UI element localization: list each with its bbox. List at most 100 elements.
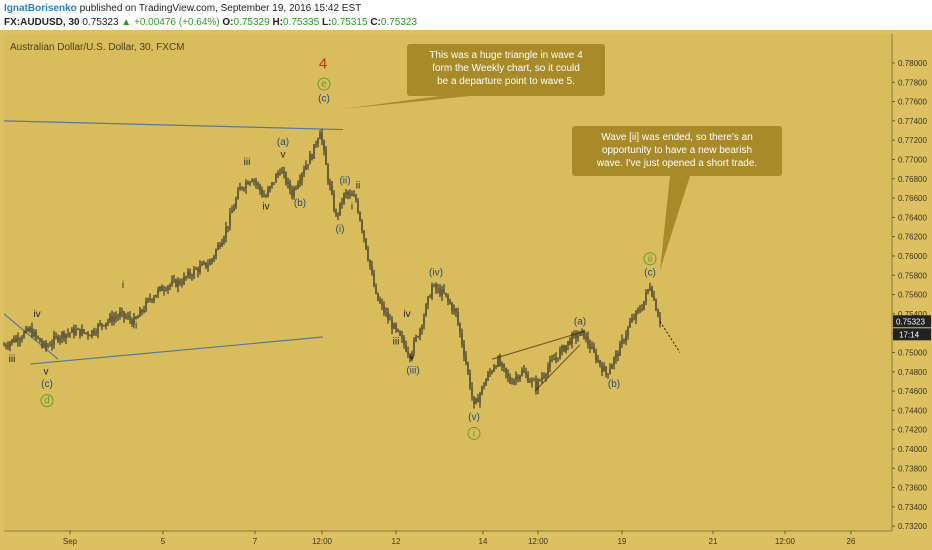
wave-label: v bbox=[410, 352, 415, 363]
candle-body bbox=[33, 331, 35, 337]
callout-pointer bbox=[343, 96, 470, 109]
candle-body bbox=[261, 190, 263, 196]
price-tick-label: 0.73200 bbox=[898, 522, 927, 531]
candle-body bbox=[351, 194, 353, 196]
candle-body bbox=[613, 357, 615, 365]
callout-box[interactable] bbox=[407, 44, 605, 96]
candle-body bbox=[429, 296, 431, 298]
time-tick-label: Sep bbox=[63, 537, 78, 546]
candle-body bbox=[473, 396, 475, 404]
plot-area[interactable] bbox=[4, 34, 892, 531]
candle-body bbox=[273, 182, 275, 184]
candle-body bbox=[317, 139, 319, 145]
candle-body bbox=[433, 284, 435, 287]
candle-body bbox=[551, 359, 553, 361]
candle-body bbox=[189, 271, 191, 276]
price-tick-label: 0.75000 bbox=[898, 348, 927, 357]
candle-body bbox=[323, 141, 325, 151]
candle-body bbox=[595, 351, 597, 361]
candle-body bbox=[435, 284, 437, 290]
time-tick-label: 7 bbox=[253, 537, 258, 546]
candle-body bbox=[417, 336, 419, 338]
candle-body bbox=[423, 315, 425, 326]
candle-body bbox=[99, 323, 101, 325]
candle-body bbox=[643, 300, 645, 310]
candle-body bbox=[531, 380, 533, 383]
candle-body bbox=[229, 213, 231, 227]
candle-body bbox=[645, 292, 647, 301]
candle-body bbox=[401, 335, 403, 339]
candle-body bbox=[247, 182, 249, 185]
trendline bbox=[3, 120, 344, 131]
candle-body bbox=[533, 380, 535, 381]
time-axis[interactable]: Sep 5 7 12:00 12 14 12:00 19 21 12:00 26 bbox=[4, 530, 892, 546]
candle-body bbox=[75, 329, 77, 335]
candle-body bbox=[477, 398, 479, 403]
candle-body bbox=[257, 183, 259, 186]
candle-body bbox=[635, 311, 637, 319]
wave-label: ii bbox=[133, 320, 137, 331]
candle-body bbox=[187, 271, 189, 277]
candle-body bbox=[513, 379, 515, 384]
candle-body bbox=[569, 341, 571, 345]
candle-body bbox=[453, 308, 455, 311]
candle-body bbox=[127, 316, 129, 318]
candle-body bbox=[587, 336, 589, 345]
candle-body bbox=[245, 182, 247, 189]
candle-body bbox=[283, 171, 285, 174]
candle-body bbox=[623, 339, 625, 342]
candle-body bbox=[161, 286, 163, 291]
candle-body bbox=[35, 331, 37, 337]
candle-body bbox=[237, 190, 239, 199]
candle-body bbox=[135, 316, 137, 319]
candle-body bbox=[295, 188, 297, 189]
candle-body bbox=[391, 320, 393, 329]
candle-body bbox=[593, 346, 595, 352]
price-tick-label: 0.76800 bbox=[898, 175, 927, 184]
change-value: +0.00476 (+0.64%) bbox=[133, 17, 220, 28]
candle-body bbox=[607, 373, 609, 375]
candle-body bbox=[501, 364, 503, 366]
candle-body bbox=[199, 265, 201, 273]
candle-body bbox=[171, 280, 173, 285]
candle-body bbox=[303, 169, 305, 174]
candle-body bbox=[23, 332, 25, 338]
candle-body bbox=[385, 312, 387, 314]
candle-body bbox=[399, 331, 401, 336]
candle-body bbox=[101, 323, 103, 326]
wave-label: i bbox=[122, 280, 124, 291]
candle-body bbox=[305, 165, 307, 170]
candle-body bbox=[155, 294, 157, 298]
candle-body bbox=[299, 179, 301, 184]
candle-body bbox=[421, 325, 423, 330]
candle-body bbox=[571, 333, 573, 345]
callout-text: Wave [ii] was ended, so there's an bbox=[601, 132, 753, 143]
candle-body bbox=[59, 337, 61, 341]
candle-body bbox=[25, 328, 27, 333]
candle-body bbox=[405, 344, 407, 352]
wave-label: (i) bbox=[336, 224, 345, 235]
candle-body bbox=[589, 344, 591, 349]
candle-body bbox=[511, 382, 513, 384]
candle-body bbox=[605, 366, 607, 374]
callout-box[interactable] bbox=[572, 126, 782, 176]
wave-circle bbox=[467, 426, 481, 440]
price-axis[interactable]: 0.78000 0.77800 0.77600 0.77400 0.77200 0.770… bbox=[891, 34, 931, 531]
candle-body bbox=[11, 339, 13, 343]
candle-body bbox=[507, 373, 509, 377]
candle-body bbox=[529, 382, 531, 383]
candle-body bbox=[153, 297, 155, 301]
author-link[interactable]: IgnatBorisenko bbox=[4, 3, 77, 14]
price-chart[interactable]: Australian Dollar/U.S. Dollar, 30, FXCM … bbox=[0, 30, 932, 550]
candle-body bbox=[557, 357, 559, 359]
candle-body bbox=[17, 337, 19, 342]
candle-body bbox=[485, 379, 487, 386]
wave-label: (c) bbox=[318, 94, 330, 105]
candle-body bbox=[313, 144, 315, 159]
candle-body bbox=[47, 345, 49, 347]
up-arrow-icon: ▲ bbox=[121, 17, 132, 28]
candle-body bbox=[53, 336, 55, 344]
callout-text: opportunity to have a new bearish bbox=[602, 145, 752, 156]
price-tick-label: 0.77800 bbox=[898, 78, 927, 87]
symbol-label: FX:AUDUSD, 30 bbox=[4, 17, 80, 28]
